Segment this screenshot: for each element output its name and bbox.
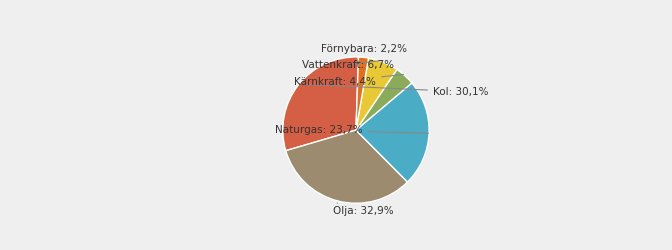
Wedge shape [356, 58, 397, 130]
Wedge shape [283, 57, 358, 151]
Text: Förnybara: 2,2%: Förnybara: 2,2% [321, 44, 407, 54]
Wedge shape [356, 83, 429, 182]
Text: Olja: 32,9%: Olja: 32,9% [333, 203, 394, 216]
Text: Kärnkraft: 4,4%: Kärnkraft: 4,4% [294, 74, 404, 87]
Text: Vattenkraft: 6,7%: Vattenkraft: 6,7% [302, 60, 394, 70]
Text: Kol: 30,1%: Kol: 30,1% [299, 84, 489, 96]
Wedge shape [356, 70, 412, 130]
Wedge shape [286, 130, 407, 203]
Wedge shape [356, 57, 368, 130]
Text: Naturgas: 23,7%: Naturgas: 23,7% [275, 125, 429, 135]
